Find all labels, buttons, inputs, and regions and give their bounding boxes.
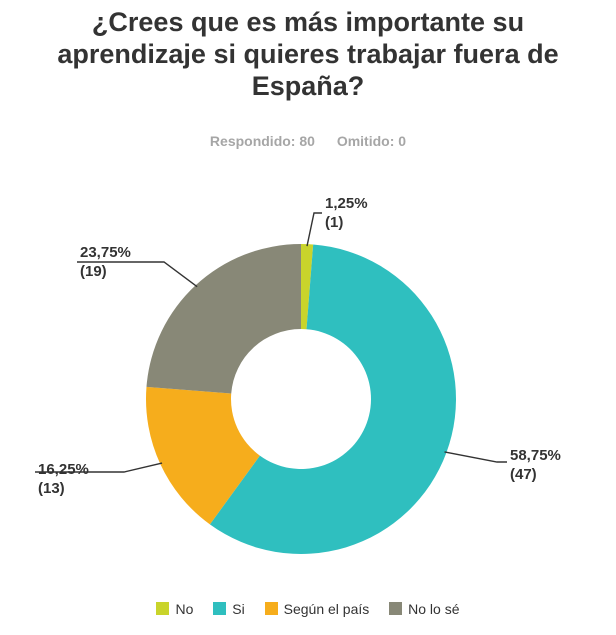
title-line-2: aprendizaje si quieres trabajar fuera de xyxy=(57,39,559,69)
legend-label-segun-el-pais: Según el país xyxy=(283,601,370,618)
data-label-count-no-lo-se: (19) xyxy=(80,263,107,280)
data-label-percent-no: 1,25% xyxy=(325,195,368,212)
title-line-1: ¿Crees que es más importante su xyxy=(91,7,525,37)
leader-line-si xyxy=(444,451,507,463)
legend-swatch-si xyxy=(213,602,227,616)
legend-label-no: No xyxy=(175,601,194,618)
data-label-count-segun-el-pais: (13) xyxy=(38,480,65,497)
legend-label-si: Si xyxy=(232,601,245,618)
slice-no[interactable] xyxy=(301,244,314,330)
data-label-percent-si: 58,75% xyxy=(510,447,561,464)
legend-swatch-segun-el-pais xyxy=(264,602,278,616)
legend-item-segun-el-pais[interactable]: Según el país xyxy=(264,601,370,618)
title-line-3: España? xyxy=(251,71,365,101)
answered-count: Respondido: 80 xyxy=(209,133,315,149)
slice-segun-el-pais[interactable] xyxy=(146,386,260,525)
slice-si[interactable] xyxy=(209,244,456,554)
leader-line-segun-el-pais xyxy=(35,462,163,473)
slice-no-lo-se[interactable] xyxy=(146,244,301,394)
legend-swatch-no xyxy=(156,602,170,616)
leader-line-no-lo-se xyxy=(77,261,198,288)
legend-item-no-lo-se[interactable]: No lo sé xyxy=(389,601,460,618)
leader-line-no xyxy=(306,212,322,247)
data-label-percent-no-lo-se: 23,75% xyxy=(80,244,131,261)
legend-label-no-lo-se: No lo sé xyxy=(408,601,460,618)
chart-title: ¿Crees que es más importante su aprendiz… xyxy=(0,6,616,102)
response-summary: Respondido: 80 Omitido: 0 xyxy=(0,133,616,149)
legend: No Si Según el país No lo sé xyxy=(0,600,616,617)
legend-item-si[interactable]: Si xyxy=(213,601,245,618)
legend-swatch-no-lo-se xyxy=(389,602,403,616)
data-label-count-si: (47) xyxy=(510,466,537,483)
skipped-count: Omitido: 0 xyxy=(336,133,407,149)
data-label-count-no: (1) xyxy=(325,214,343,231)
legend-item-no[interactable]: No xyxy=(156,601,193,617)
data-label-percent-segun-el-pais: 16,25% xyxy=(38,461,89,478)
